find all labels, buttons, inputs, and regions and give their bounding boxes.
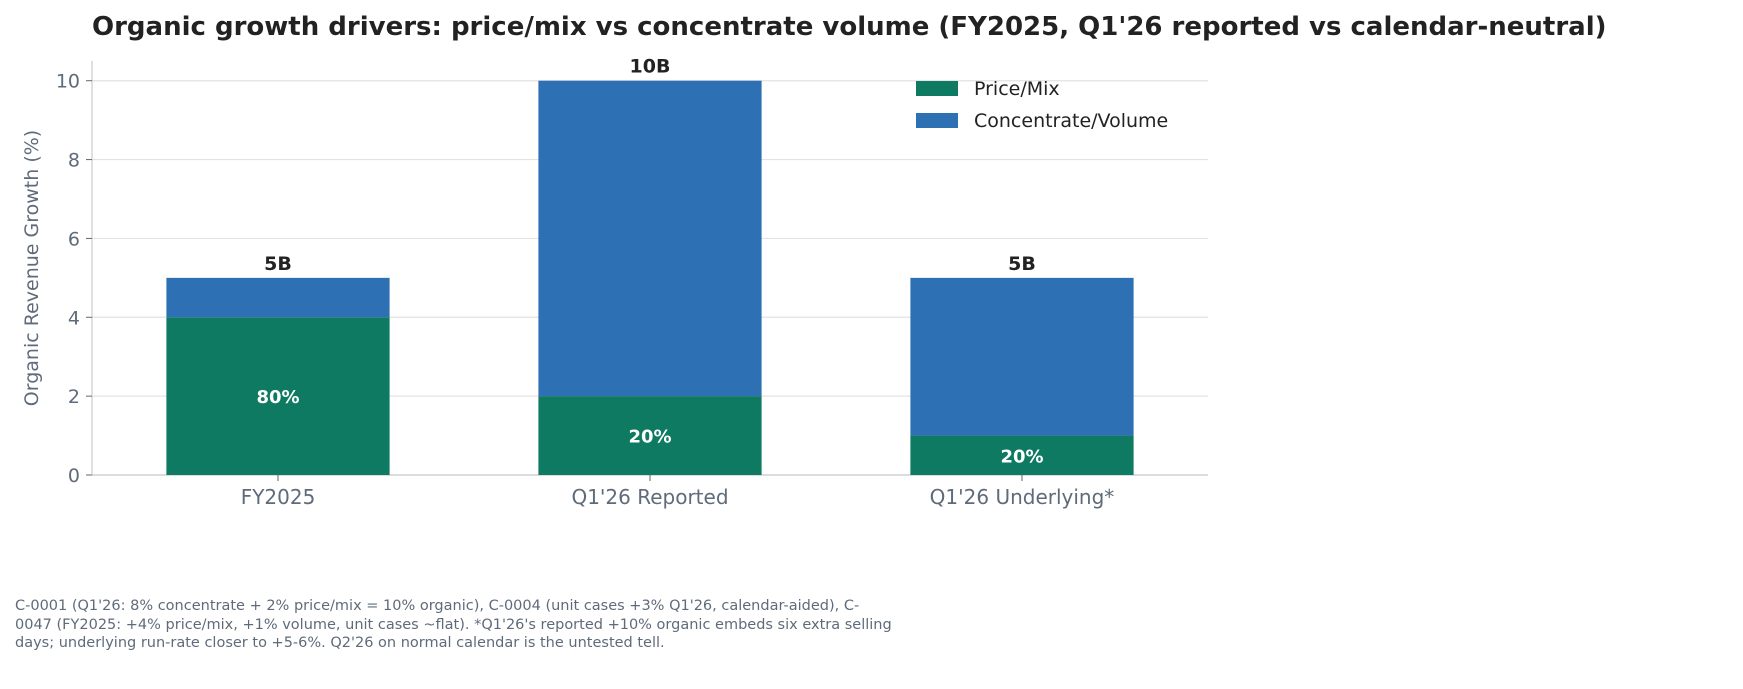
y-axis-ticks: 0 2 4 6 8 10 [56,71,92,487]
x-tick-label: FY2025 [241,485,316,509]
bar-segment [538,396,762,475]
x-tick-label: Q1'26 Reported [571,485,728,509]
chart-title: Organic growth drivers: price/mix vs con… [92,12,1607,42]
bar-total-label: 10B [630,56,671,78]
chart: Organic growth drivers: price/mix vs con… [21,12,1607,509]
bar-total-label: 5B [264,253,292,275]
x-tick-label: Q1'26 Underlying* [930,485,1115,509]
bar-share-label: 20% [628,427,671,448]
y-tick-label: 0 [68,465,80,487]
bar-share-label: 20% [1000,446,1043,467]
y-tick-label: 2 [68,386,80,408]
y-tick-label: 8 [68,150,80,172]
bar-segment [538,80,762,397]
y-tick-label: 4 [68,307,80,329]
legend-swatch [916,81,958,96]
bars: 80% 5B 20% 10B 20% 5B [166,56,1134,475]
bar-segment [910,277,1134,436]
footnote: C-0001 (Q1'26: 8% concentrate + 2% price… [15,598,892,651]
legend-label: Concentrate/Volume [974,110,1168,132]
bar-segment [910,435,1134,475]
bar-total-label: 5B [1008,253,1036,275]
legend-label: Price/Mix [974,78,1060,100]
y-tick-label: 6 [68,228,80,250]
bar-segment [166,277,390,318]
y-axis-label: Organic Revenue Growth (%) [21,130,43,406]
legend: Price/Mix Concentrate/Volume [916,78,1168,132]
bar-segment [166,317,390,475]
x-axis-ticks: FY2025 Q1'26 Reported Q1'26 Underlying* [241,475,1115,509]
bar-share-label: 80% [256,387,299,408]
y-tick-label: 10 [56,71,80,93]
legend-swatch [916,113,958,128]
